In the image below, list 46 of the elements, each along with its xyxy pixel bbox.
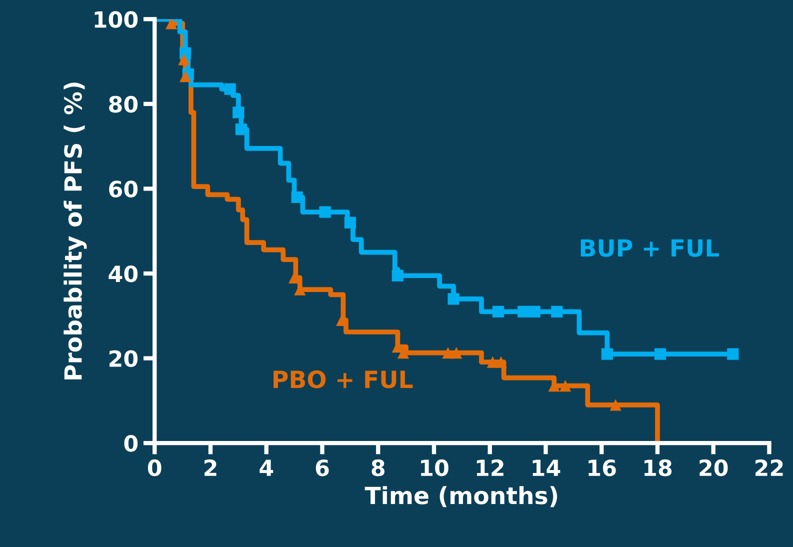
point <box>528 306 540 318</box>
x-tick-label: 18 <box>644 459 672 476</box>
point <box>601 348 613 360</box>
point <box>727 348 739 360</box>
point <box>235 124 248 136</box>
point <box>224 83 236 95</box>
point <box>392 270 404 282</box>
x-tick-label: 16 <box>588 459 616 476</box>
x-tick-label: 0 <box>148 459 162 476</box>
x-axis-title: Time (months) <box>364 486 558 508</box>
point <box>166 19 178 30</box>
point <box>495 356 507 368</box>
point <box>551 306 563 318</box>
point <box>344 216 356 228</box>
y-tick-label: 60 <box>109 180 138 198</box>
y-tick-label: 100 <box>94 11 138 28</box>
point <box>442 346 454 359</box>
x-tick-label: 12 <box>476 459 504 476</box>
point <box>319 206 331 218</box>
point <box>610 399 622 411</box>
point <box>180 70 192 82</box>
point <box>559 380 572 392</box>
point <box>492 306 504 318</box>
point <box>518 306 530 318</box>
point <box>654 348 666 360</box>
x-tick-label: 2 <box>204 459 216 476</box>
x-tick-label: 22 <box>756 459 783 476</box>
text: BUP + FUL <box>580 239 720 257</box>
y-tick-label: 0 <box>124 435 138 452</box>
y-tick-label: 80 <box>109 96 138 113</box>
x-tick-label: 4 <box>260 460 274 476</box>
point <box>232 106 244 118</box>
point <box>486 356 498 368</box>
point <box>178 54 190 66</box>
point <box>448 293 460 305</box>
x-tick-label: 8 <box>372 459 384 476</box>
y-tick-label: 20 <box>109 350 138 368</box>
point <box>450 346 462 359</box>
x-tick-label: 14 <box>532 460 560 476</box>
x-tick-label: 6 <box>316 459 329 476</box>
x-tick-label: 10 <box>421 459 448 476</box>
series-label: PBO + FUL <box>274 370 413 388</box>
y-axis-title: Probability of PFS ( %) <box>64 82 87 380</box>
x-tick-label: 20 <box>700 459 728 476</box>
y-tick-label: 40 <box>108 265 138 282</box>
point <box>291 191 303 204</box>
